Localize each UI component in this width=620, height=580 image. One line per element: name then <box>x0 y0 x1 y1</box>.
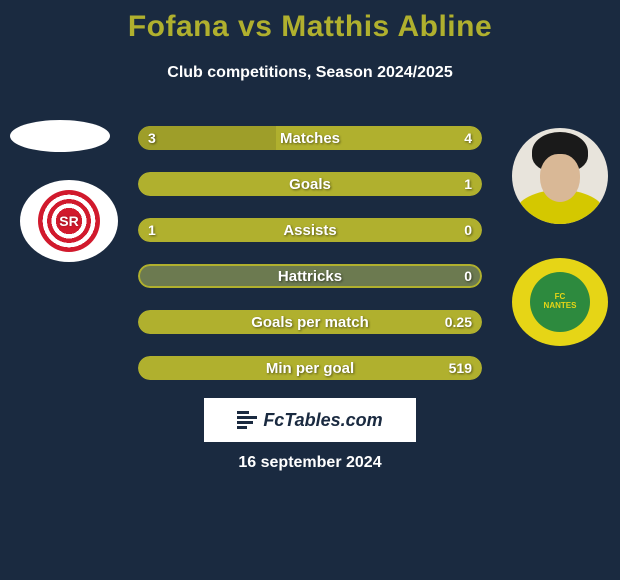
date-label: 16 september 2024 <box>0 454 620 472</box>
stat-label: Assists <box>138 218 482 242</box>
club-badge-left-emblem <box>38 190 100 252</box>
player-left-avatar <box>10 120 110 152</box>
player-right-avatar <box>512 128 608 224</box>
stat-label: Goals per match <box>138 310 482 334</box>
stat-value-right: 0 <box>464 264 472 288</box>
stat-value-left: 3 <box>148 126 156 150</box>
branding-box: FcTables.com <box>204 398 416 442</box>
stat-value-right: 519 <box>449 356 472 380</box>
avatar-face <box>540 154 580 202</box>
branding-text: FcTables.com <box>263 410 382 431</box>
stat-value-right: 0 <box>464 218 472 242</box>
page-subtitle: Club competitions, Season 2024/2025 <box>0 64 620 82</box>
page-title: Fofana vs Matthis Abline <box>0 10 620 44</box>
stat-label: Matches <box>138 126 482 150</box>
club-badge-right: FCNANTES <box>512 258 608 346</box>
stat-value-right: 0.25 <box>445 310 472 334</box>
club-badge-left <box>20 180 118 262</box>
stat-row: Goals1 <box>138 172 482 196</box>
stat-value-right: 4 <box>464 126 472 150</box>
branding-icon <box>237 411 257 429</box>
stat-row: Matches3 4 <box>138 126 482 150</box>
stat-label: Hattricks <box>138 264 482 288</box>
stat-row: Min per goal519 <box>138 356 482 380</box>
stat-bars-container: Matches34Goals1Assists10Hattricks0Goals … <box>138 126 482 402</box>
stat-label: Goals <box>138 172 482 196</box>
stat-row: Assists1 0 <box>138 218 482 242</box>
stat-value-right: 1 <box>464 172 472 196</box>
stat-row: Hattricks0 <box>138 264 482 288</box>
stat-value-left: 1 <box>148 218 156 242</box>
stat-row: Goals per match0.25 <box>138 310 482 334</box>
club-badge-right-emblem: FCNANTES <box>530 272 590 332</box>
stat-label: Min per goal <box>138 356 482 380</box>
